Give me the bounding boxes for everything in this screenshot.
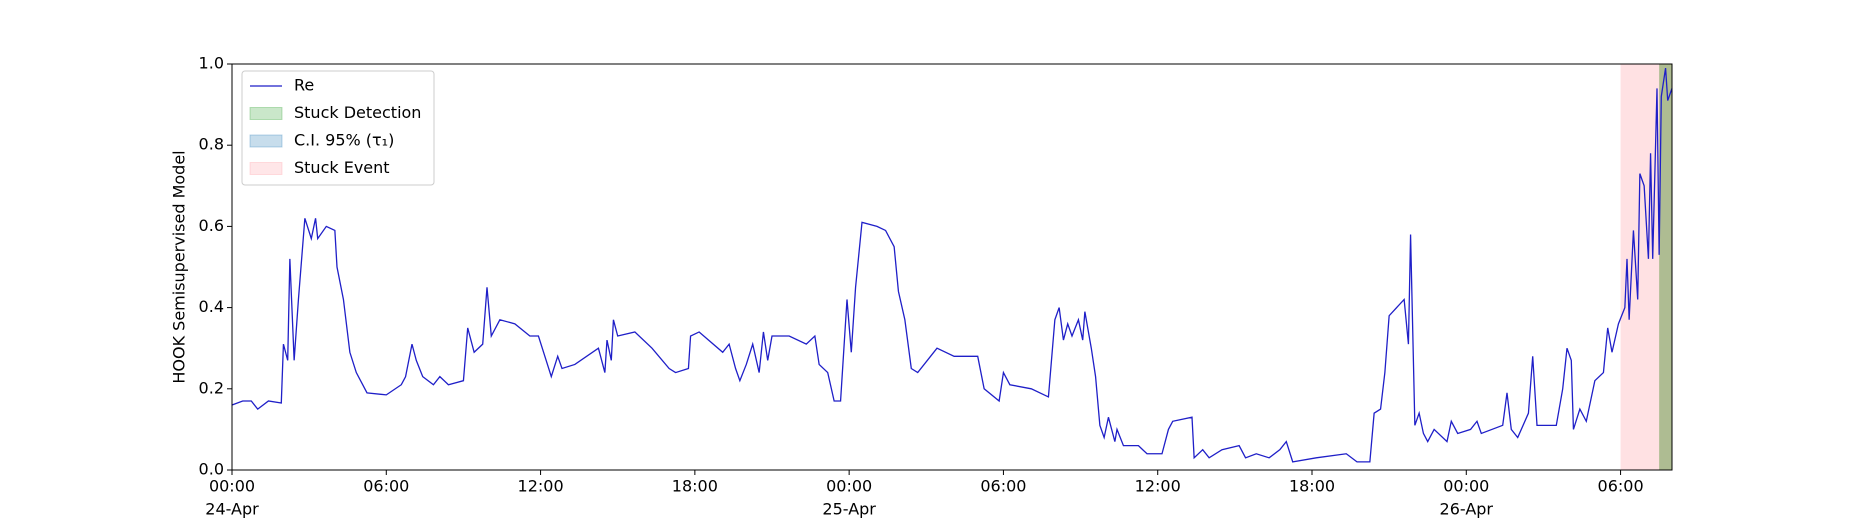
legend-label: C.I. 95% (τ₁): [294, 131, 394, 150]
x-tick-label: 00:00: [209, 477, 255, 496]
legend-patch: [249, 162, 283, 175]
plot-frame: [231, 63, 1673, 471]
legend-patch: [249, 107, 283, 120]
y-tick-label: 0.8: [199, 135, 224, 154]
x-tick-label: 1900: [212, 523, 253, 525]
legend-label: Stuck Event: [294, 158, 390, 177]
y-tick-label: 1.0: [199, 54, 224, 73]
x-tick-label: 25-Apr: [822, 500, 876, 519]
x-tick-label: 18:00: [672, 477, 718, 496]
shaded-span: [1620, 64, 1672, 470]
y-tick-label: 0.6: [199, 216, 224, 235]
legend: Re Stuck Detection C.I. 95% (τ₁) Stuck Even…: [241, 70, 435, 186]
x-tick-label: 26-Apr: [1440, 500, 1494, 519]
x-tick-label: 06:00: [980, 477, 1026, 496]
x-tick-label: 06:00: [363, 477, 409, 496]
y-tick-label: 0.0: [199, 460, 224, 479]
y-tick-label: 0.2: [199, 378, 224, 397]
x-tick-label: 12:00: [518, 477, 564, 496]
x-tick-label: 24-Apr: [205, 500, 259, 519]
x-tick-label: 12:00: [1135, 477, 1181, 496]
y-tick-label: 0.4: [199, 297, 224, 316]
y-axis-label: HOOK Semisupervised Model: [170, 150, 189, 383]
legend-label: Re: [294, 76, 314, 95]
shaded-span: [1659, 64, 1672, 470]
x-tick-label: 00:00: [826, 477, 872, 496]
legend-patch: [249, 134, 283, 148]
data-line: [231, 67, 1673, 463]
legend-label: Stuck Detection: [294, 103, 421, 122]
legend-box: [241, 70, 435, 186]
x-tick-label: 00:00: [1443, 477, 1489, 496]
x-tick-label: 06:00: [1598, 477, 1644, 496]
x-tick-label: 18:00: [1289, 477, 1335, 496]
